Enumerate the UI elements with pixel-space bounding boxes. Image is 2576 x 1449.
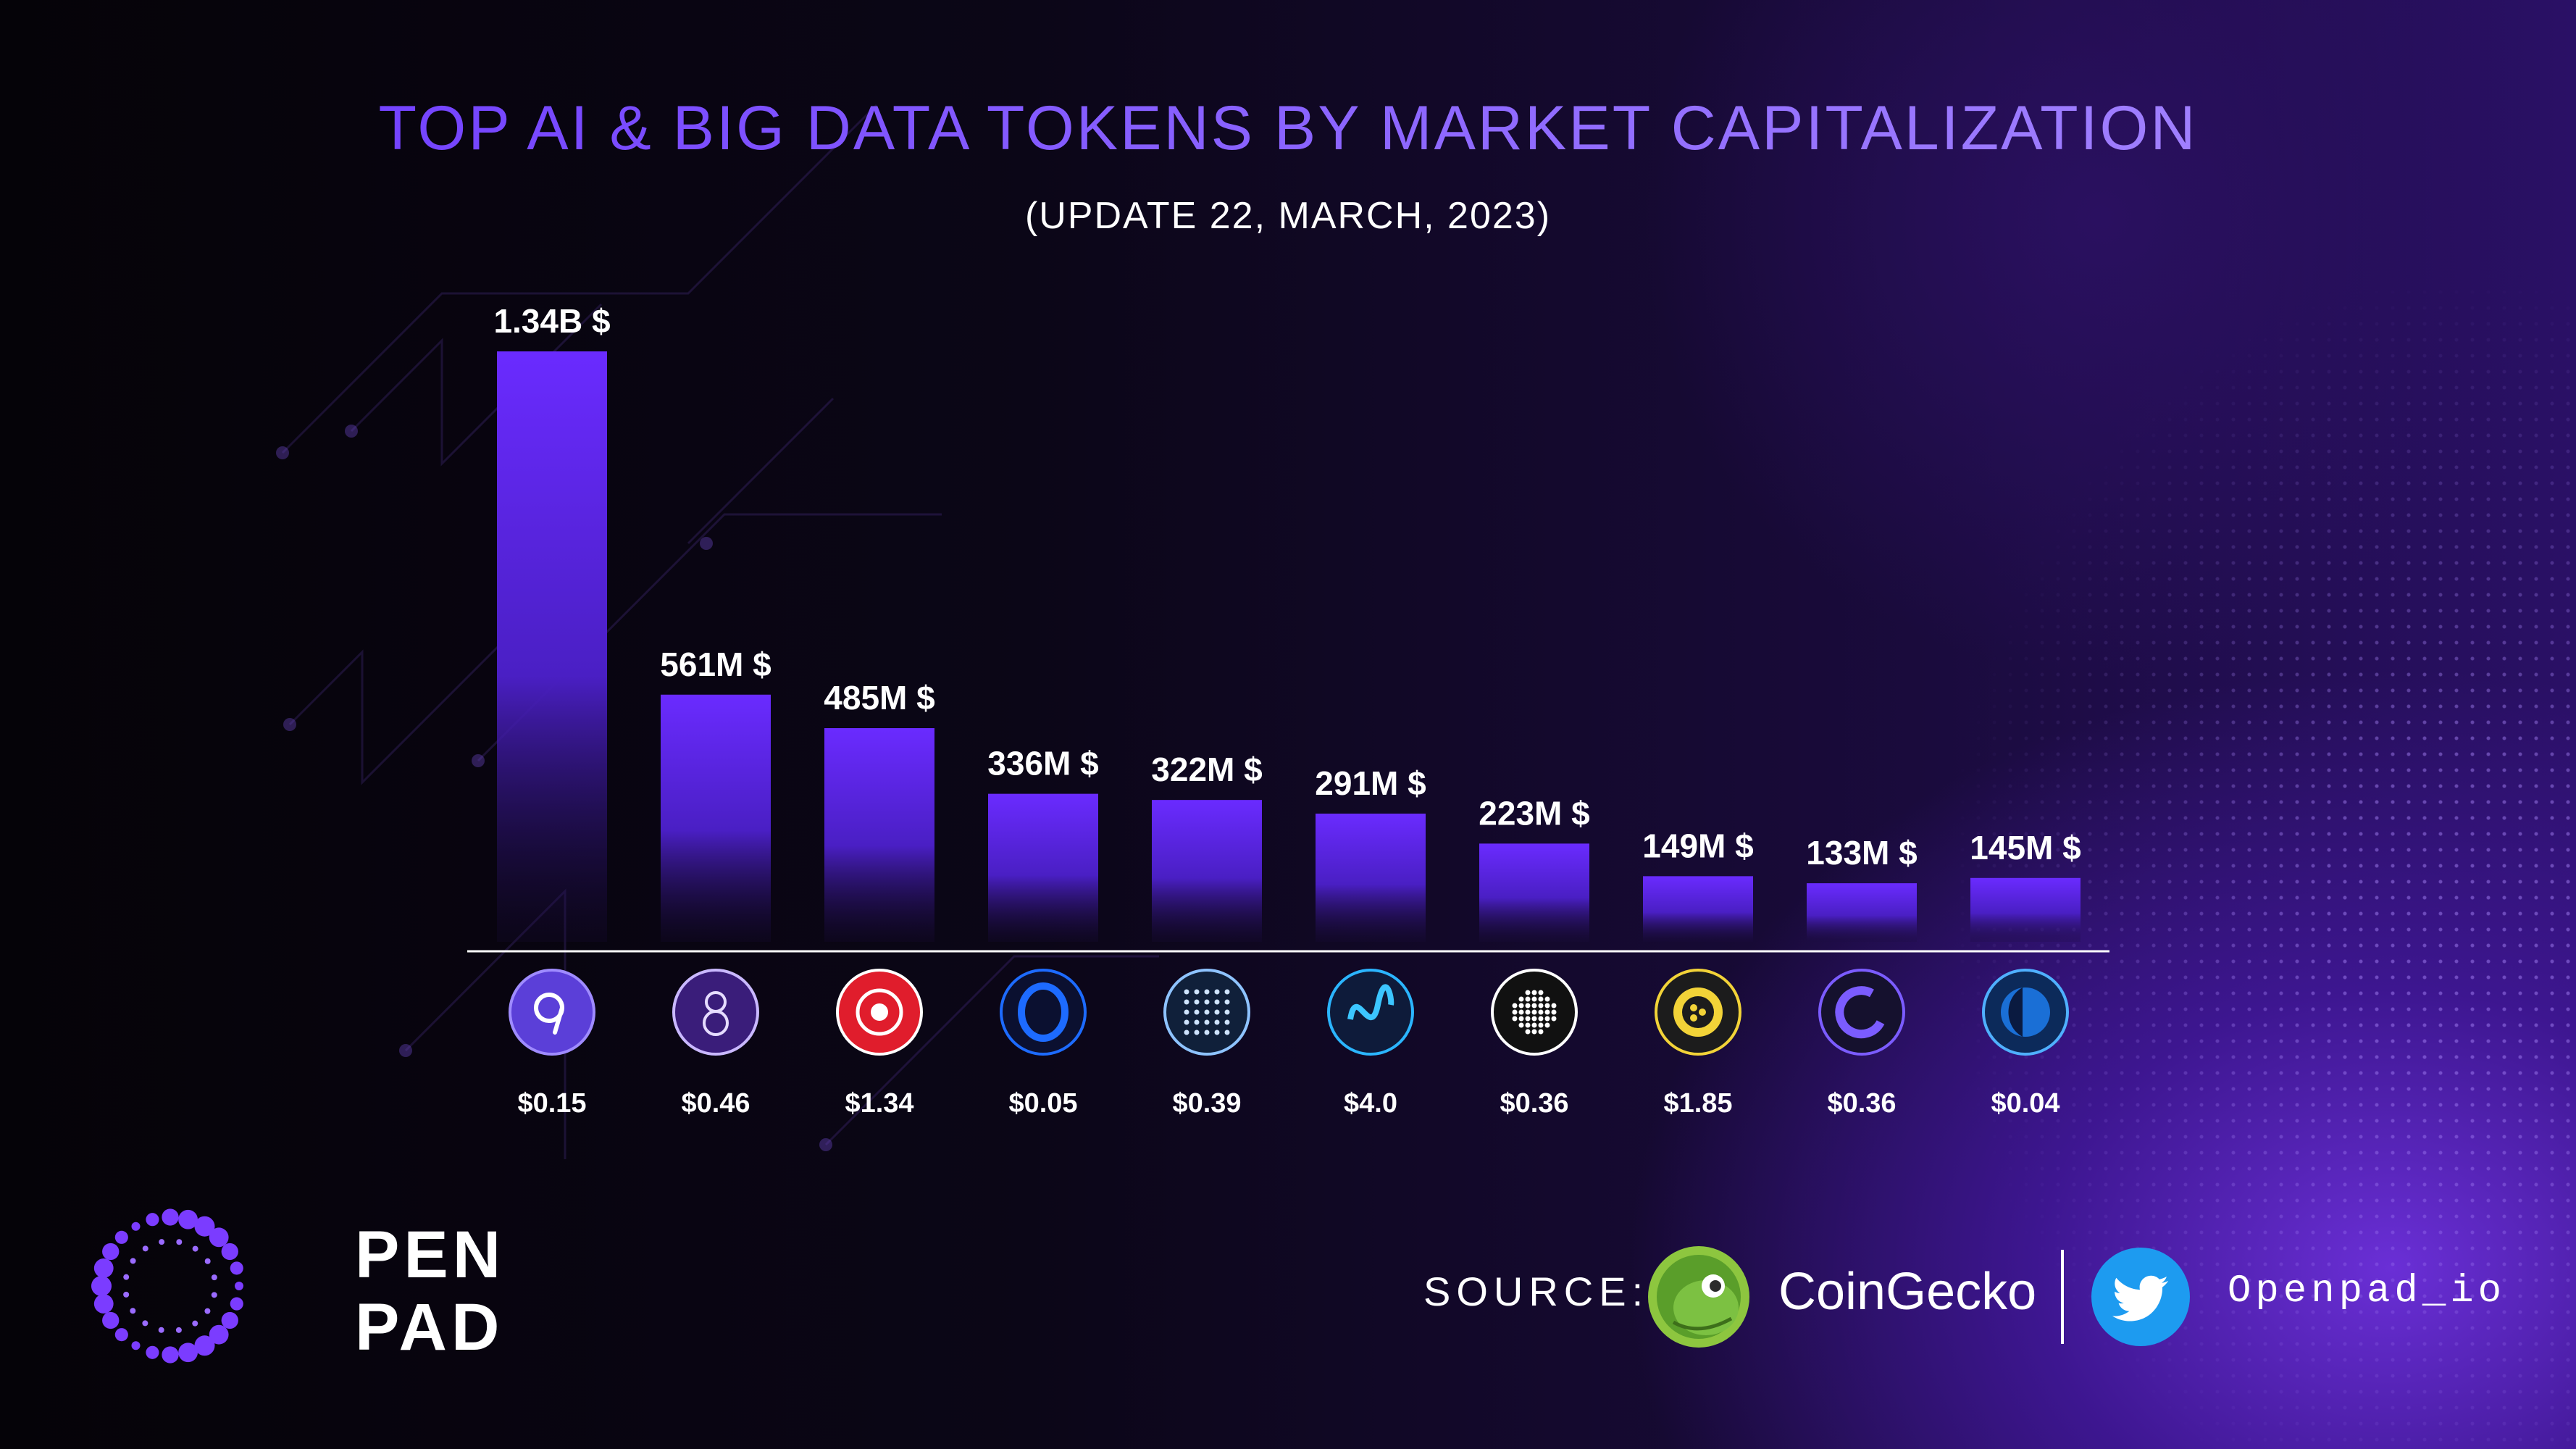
chart-subtitle: (UPDATE 22, MARCH, 2023) bbox=[1024, 195, 1552, 237]
twitter-bird-icon bbox=[2091, 1248, 2190, 1346]
footer-divider bbox=[2061, 1250, 2064, 1344]
background-dot-wave bbox=[1811, 109, 2576, 1449]
social-handle: Openpad_io bbox=[2228, 1269, 2506, 1314]
bar-value-label-1: 1.34B $ bbox=[493, 302, 610, 340]
bar-2 bbox=[661, 694, 771, 942]
blue-swirl-token-icon bbox=[509, 969, 595, 1056]
bar-8 bbox=[1643, 876, 1753, 942]
bar-value-label-7: 223M $ bbox=[1479, 794, 1589, 832]
price-label-8: $1.85 bbox=[1663, 1088, 1732, 1119]
bar-3 bbox=[824, 728, 934, 942]
blue-ring-token-icon bbox=[1000, 969, 1087, 1056]
price-label-2: $0.46 bbox=[681, 1088, 750, 1119]
bar-9 bbox=[1807, 883, 1917, 942]
wave-token-icon bbox=[1327, 969, 1414, 1056]
chart-title: TOP AI & BIG DATA TOKENS BY MARKET CAPIT… bbox=[0, 93, 2576, 164]
bar-4 bbox=[988, 793, 1098, 942]
bar-value-label-10: 145M $ bbox=[1970, 829, 2081, 867]
coingecko-gecko-icon bbox=[1648, 1246, 1749, 1348]
openpad-logo: PEN PAD bbox=[87, 1203, 501, 1377]
price-label-9: $0.36 bbox=[1827, 1088, 1896, 1119]
brand-line-1: PEN bbox=[355, 1218, 506, 1292]
bar-value-label-6: 291M $ bbox=[1315, 764, 1426, 802]
price-label-5: $0.39 bbox=[1172, 1088, 1241, 1119]
source-label: SOURCE: bbox=[1423, 1269, 1649, 1314]
purple-arc-token-icon bbox=[1818, 969, 1905, 1056]
price-label-6: $4.0 bbox=[1344, 1088, 1397, 1119]
bar-value-label-4: 336M $ bbox=[987, 745, 1098, 782]
bar-7 bbox=[1479, 843, 1589, 942]
bar-value-label-5: 322M $ bbox=[1151, 751, 1262, 788]
bar-1 bbox=[497, 351, 607, 942]
source-name: CoinGecko bbox=[1778, 1263, 2037, 1321]
price-label-7: $0.36 bbox=[1500, 1088, 1568, 1119]
openpad-ring-logo-icon bbox=[91, 1208, 243, 1364]
bar-value-label-3: 485M $ bbox=[824, 679, 934, 717]
dot-sphere-token-icon bbox=[1491, 969, 1578, 1056]
bar-value-label-8: 149M $ bbox=[1642, 827, 1753, 864]
bar-5 bbox=[1152, 800, 1262, 942]
price-label-1: $0.15 bbox=[517, 1088, 586, 1119]
bar-value-label-9: 133M $ bbox=[1806, 834, 1917, 872]
bar-value-label-2: 561M $ bbox=[660, 646, 771, 683]
price-label-10: $0.04 bbox=[1991, 1088, 2059, 1119]
red-circle-token-icon bbox=[836, 969, 923, 1056]
profile-token-icon bbox=[1982, 969, 2069, 1056]
yellow-dots-token-icon bbox=[1655, 969, 1741, 1056]
brand-line-2: PAD bbox=[355, 1290, 504, 1364]
bar-6 bbox=[1316, 814, 1426, 942]
price-label-4: $0.05 bbox=[1008, 1088, 1077, 1119]
purple-eight-token-icon bbox=[672, 969, 759, 1056]
price-label-3: $1.34 bbox=[845, 1088, 913, 1119]
bar-10 bbox=[1970, 877, 2081, 942]
dot-grid-token-icon bbox=[1163, 969, 1250, 1056]
